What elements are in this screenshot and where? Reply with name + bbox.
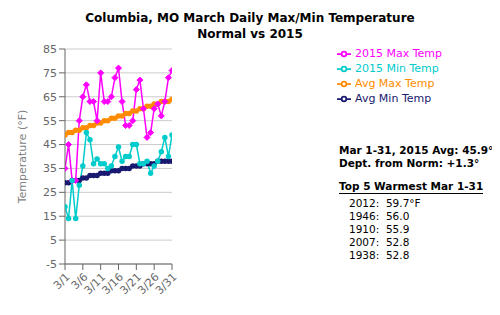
svg-text:3/1: 3/1 [50, 270, 73, 293]
html-text:1938: 52.8: 1938: 52.8 [349, 249, 410, 261]
html-text:Dept. from Norm: +1.3°: Dept. from Norm: +1.3° [339, 157, 480, 169]
html-text:Mar 1-31, 2015 Avg: 45.9°F: Mar 1-31, 2015 Avg: 45.9°F [339, 144, 500, 156]
svg-text:Temperature (°F): Temperature (°F) [16, 110, 29, 205]
svg-text:3/16: 3/16 [99, 270, 127, 298]
svg-text:-5: -5 [46, 258, 57, 271]
html-text:Top 5 Warmest Mar 1-31: Top 5 Warmest Mar 1-31 [339, 180, 484, 192]
svg-text:55: 55 [43, 115, 57, 128]
svg-text:85: 85 [43, 44, 57, 56]
svg-text:25: 25 [43, 186, 57, 199]
html-text:2015 Min Temp: 2015 Min Temp [355, 62, 439, 75]
svg-text:3/11: 3/11 [81, 270, 109, 298]
html-text:Avg Min Temp: Avg Min Temp [355, 92, 432, 105]
svg-text:15: 15 [43, 210, 57, 223]
svg-text:3/26: 3/26 [135, 270, 162, 298]
html-text:2007: 52.8: 2007: 52.8 [349, 236, 410, 248]
svg-text:3/6: 3/6 [68, 270, 91, 293]
html-text:2012: 59.7°F: 2012: 59.7°F [349, 197, 421, 209]
svg-text:3/31: 3/31 [153, 270, 180, 297]
svg-text:75: 75 [43, 67, 57, 80]
html-text:2015 Max Temp: 2015 Max Temp [355, 47, 442, 60]
svg-text:35: 35 [43, 162, 57, 175]
html-text:Columbia, MO March Daily Max/M: Columbia, MO March Daily Max/Min Tempera… [85, 11, 415, 25]
html-text:1910: 55.9: 1910: 55.9 [349, 223, 410, 235]
html-text:Normal vs 2015: Normal vs 2015 [197, 27, 303, 41]
html-text:1946: 56.0: 1946: 56.0 [349, 210, 410, 222]
svg-text:65: 65 [43, 91, 57, 104]
html-text:Avg Max Temp: Avg Max Temp [355, 77, 435, 90]
svg-text:3/21: 3/21 [117, 270, 144, 298]
svg-text:5: 5 [50, 234, 57, 247]
svg-text:45: 45 [43, 138, 57, 151]
